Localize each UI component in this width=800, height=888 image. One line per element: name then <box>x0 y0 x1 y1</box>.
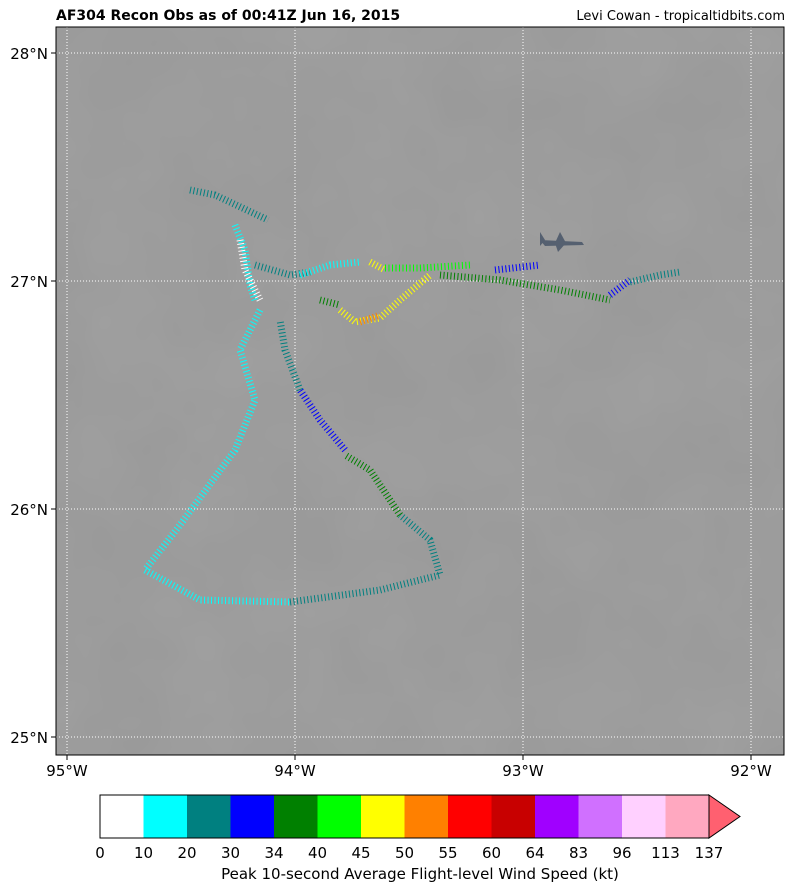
color-swatch <box>535 795 579 838</box>
track <box>343 451 403 517</box>
color-swatch <box>361 795 405 838</box>
map <box>56 27 784 755</box>
credit: Levi Cowan - tropicaltidbits.com <box>576 9 785 24</box>
colorbar: 0 10 20 30 34 40 45 50 55 60 64 83 96 113 137 <box>95 794 741 862</box>
colorbar-tick-label: 96 <box>612 844 631 862</box>
colorbar-tick-label: 137 <box>695 844 724 862</box>
colorbar-frame <box>99 794 709 839</box>
aircraft-icon <box>540 232 584 252</box>
title: AF304 Recon Obs as of 00:41Z Jun 16, 201… <box>56 8 400 24</box>
colorbar-tick-label: 45 <box>351 844 370 862</box>
color-swatch <box>317 795 362 838</box>
color-swatch <box>448 795 492 838</box>
lat-label: 28°N <box>10 45 48 63</box>
lat-label: 25°N <box>10 729 48 747</box>
track <box>276 319 304 392</box>
track <box>297 388 348 453</box>
colorbar-tick-label: 83 <box>569 844 588 862</box>
map-frame <box>55 26 785 756</box>
track <box>494 261 541 274</box>
color-swatch <box>404 795 449 838</box>
colorbar-tick-label: 64 <box>525 844 544 862</box>
colorbar-tick-label: 40 <box>308 844 327 862</box>
flight-track <box>141 186 681 606</box>
colorbar-tick-label: 0 <box>95 844 105 862</box>
color-swatch <box>491 795 536 838</box>
color-swatch <box>143 795 188 838</box>
color-swatch <box>100 795 144 838</box>
track <box>358 311 382 326</box>
color-swatch <box>230 795 275 838</box>
track <box>337 272 433 326</box>
color-extension <box>708 794 741 839</box>
lon-label: 94°W <box>274 762 316 780</box>
colorbar-tick-label: 55 <box>438 844 457 862</box>
track <box>189 186 270 224</box>
lon-label: 92°W <box>730 762 772 780</box>
track <box>368 258 387 274</box>
color-swatch <box>665 795 710 838</box>
track <box>298 258 361 279</box>
lat-label: 26°N <box>10 501 48 519</box>
colorbar-tick-label: 60 <box>482 844 501 862</box>
colorbar-tick-label: 10 <box>134 844 153 862</box>
colorbar-tick-label: 34 <box>264 844 283 862</box>
color-swatch <box>578 795 623 838</box>
color-swatch <box>622 795 666 838</box>
colorbar-label: Peak 10-second Average Flight-level Wind… <box>221 865 619 883</box>
track <box>385 261 471 272</box>
lon-label: 93°W <box>502 762 544 780</box>
colorbar-tick-label: 113 <box>651 844 680 862</box>
cloud-texture <box>56 27 784 755</box>
track <box>236 239 264 302</box>
lat-label: 27°N <box>10 273 48 291</box>
colorbar-tick-label: 20 <box>177 844 196 862</box>
color-swatch <box>274 795 318 838</box>
track <box>141 308 291 606</box>
color-swatch <box>187 795 231 838</box>
colorbar-tick-label: 30 <box>221 844 240 862</box>
axis-labels: 95°W 94°W 93°W 92°W 28°N 27°N 26°N 25°N <box>10 45 772 780</box>
lon-label: 95°W <box>46 762 88 780</box>
track <box>607 277 633 298</box>
colorbar-tick-label: 50 <box>395 844 414 862</box>
track <box>231 223 259 302</box>
